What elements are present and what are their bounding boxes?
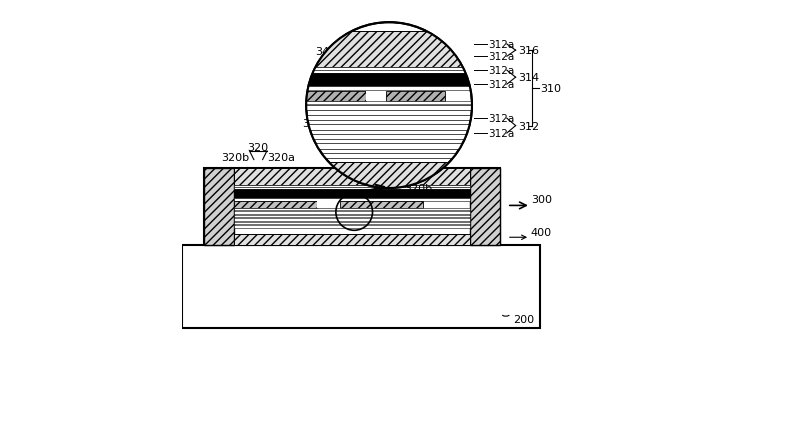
Bar [340, 201, 422, 209]
Text: 320b: 320b [404, 184, 433, 194]
Text: 312: 312 [518, 121, 539, 131]
Circle shape [306, 23, 472, 188]
Bar [234, 189, 470, 199]
Bar [234, 234, 470, 245]
Text: 312a: 312a [489, 66, 515, 76]
Bar [306, 154, 472, 159]
Bar [306, 92, 366, 102]
Bar [306, 87, 472, 91]
Text: 320a: 320a [302, 118, 330, 128]
Bar [234, 219, 470, 221]
Text: 312a: 312a [489, 40, 515, 50]
Bar [234, 212, 470, 214]
Text: 314: 314 [518, 73, 539, 83]
Text: 312a: 312a [489, 114, 515, 124]
Bar [234, 209, 470, 211]
Bar [204, 169, 500, 245]
Bar [306, 134, 472, 140]
Bar [306, 116, 472, 120]
Bar [306, 67, 472, 71]
Bar [234, 222, 470, 225]
Bar [366, 92, 386, 102]
Bar [234, 215, 470, 218]
Text: 340: 340 [316, 46, 337, 57]
Bar [182, 245, 539, 328]
Bar [234, 187, 470, 189]
Bar [306, 102, 472, 105]
Text: 312a: 312a [489, 52, 515, 62]
Text: 330: 330 [311, 85, 332, 95]
Bar [306, 106, 472, 111]
Bar [317, 201, 340, 209]
Text: 312a: 312a [489, 80, 515, 90]
Bar [306, 71, 472, 74]
Bar [234, 226, 470, 228]
Text: 300: 300 [531, 194, 552, 205]
Bar [306, 125, 472, 130]
Bar [306, 144, 472, 149]
Text: 310: 310 [540, 84, 561, 94]
Text: 320a: 320a [267, 153, 295, 163]
Text: 400: 400 [531, 227, 552, 237]
Bar [234, 201, 317, 209]
Bar [470, 169, 500, 245]
Text: 200: 200 [514, 314, 534, 324]
Bar [306, 32, 472, 67]
Text: 312a: 312a [489, 129, 515, 139]
Bar [204, 169, 234, 245]
Bar [234, 185, 470, 187]
Bar [386, 92, 446, 102]
Text: 320: 320 [248, 142, 269, 152]
Bar [234, 169, 470, 185]
Bar [306, 162, 472, 188]
Bar [234, 199, 470, 201]
Text: 316: 316 [518, 46, 538, 56]
Bar [306, 74, 472, 87]
Text: 320b: 320b [222, 153, 250, 163]
